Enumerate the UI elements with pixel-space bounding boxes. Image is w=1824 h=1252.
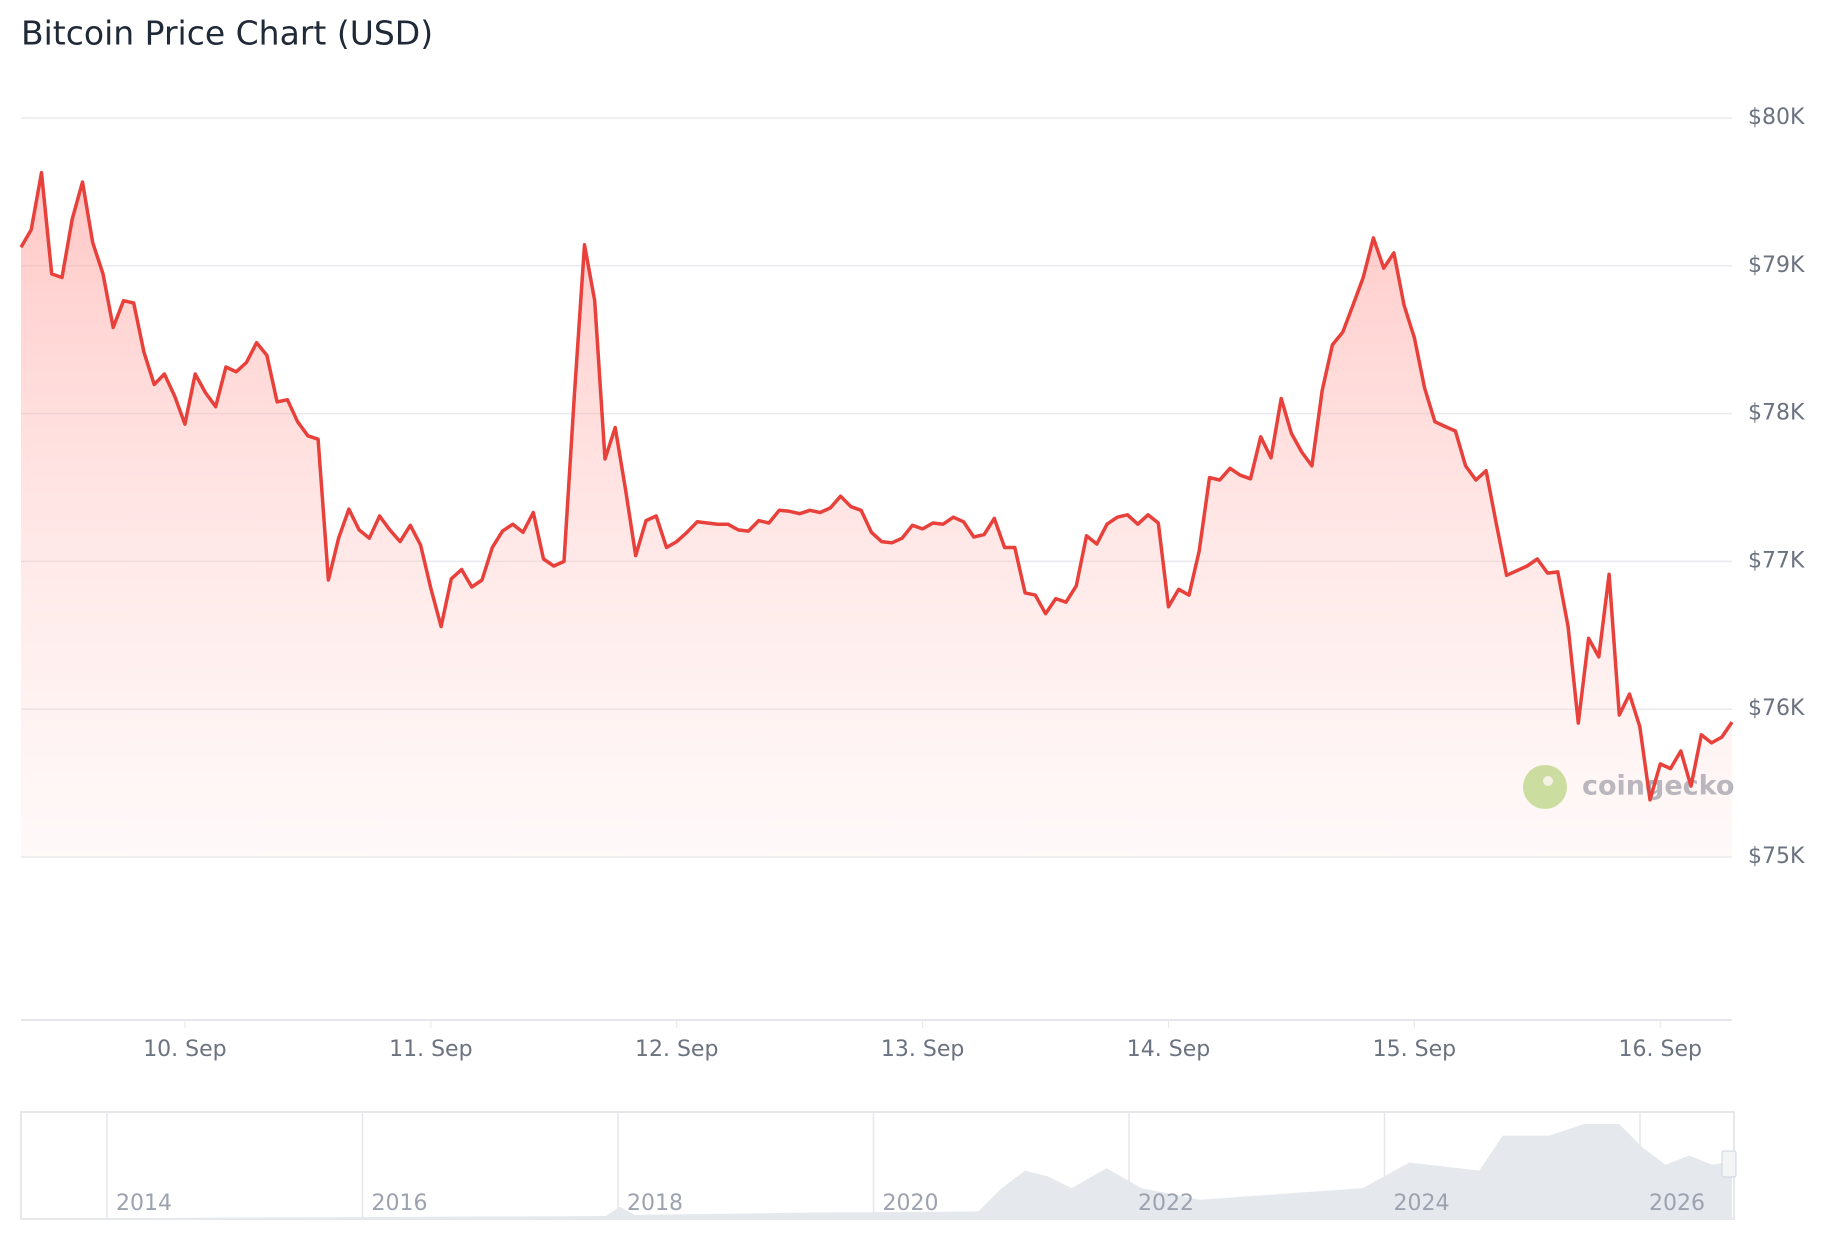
navigator-label: 2014	[116, 1191, 172, 1216]
navigator-label: 2016	[372, 1191, 428, 1216]
navigator-handle[interactable]	[1721, 1150, 1737, 1178]
x-tick-label: 13. Sep	[881, 1037, 964, 1062]
y-tick-label: $75K	[1748, 844, 1805, 869]
navigator-area	[20, 1124, 1733, 1219]
area	[21, 172, 1732, 857]
line	[19, 170, 1734, 802]
y-tick-label: $79K	[1748, 253, 1805, 278]
x-tick-label: 10. Sep	[143, 1037, 226, 1062]
y-tick-label: $77K	[1748, 548, 1805, 573]
navigator-label: 2020	[883, 1191, 939, 1216]
y-tick-label: $80K	[1748, 105, 1805, 130]
navigator: 2014 2016 2018 2020 2022 2024 2026	[20, 1111, 1737, 1220]
y-tick-label: $78K	[1748, 401, 1805, 426]
y-tick-label: $76K	[1748, 696, 1805, 721]
x-tick-label: 16. Sep	[1619, 1037, 1702, 1062]
x-tick-label: 12. Sep	[635, 1037, 718, 1062]
navigator-label: 2018	[627, 1191, 683, 1216]
x-tick-label: 11. Sep	[389, 1037, 472, 1062]
navigator-label: 2026	[1649, 1191, 1705, 1216]
x-tick-label: 14. Sep	[1127, 1037, 1210, 1062]
chart-title: Bitcoin Price Chart (USD)	[21, 14, 433, 53]
navigator-label: 2022	[1138, 1191, 1194, 1216]
x-tick-label: 15. Sep	[1373, 1037, 1456, 1062]
navigator-label: 2024	[1394, 1191, 1450, 1216]
